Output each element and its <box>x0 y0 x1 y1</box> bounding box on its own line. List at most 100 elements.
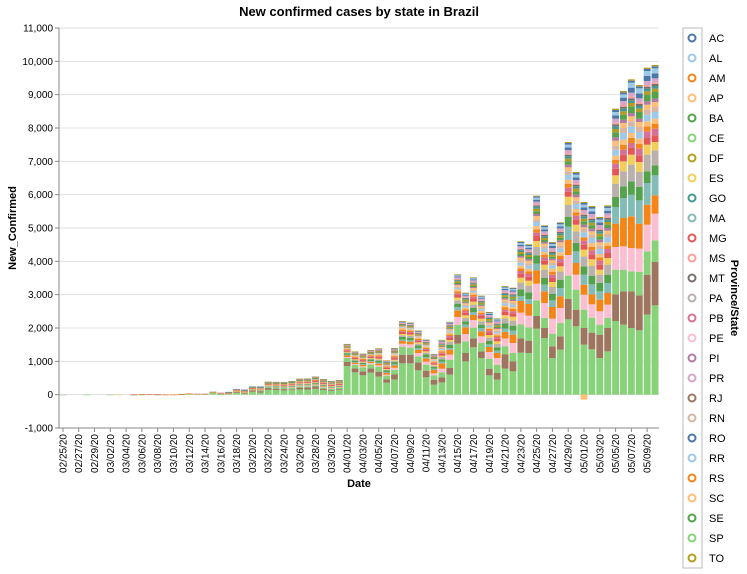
bar-segment-pb <box>485 330 493 333</box>
bar-segment-go <box>651 86 659 89</box>
bar-segment-rs <box>627 138 635 143</box>
x-tick-label: 04/07/20 <box>390 434 401 473</box>
bar-segment-al <box>477 309 485 311</box>
bar-segment-pb <box>651 128 659 136</box>
bar-segment-am <box>375 363 383 366</box>
y-axis-title: New_Confirmed <box>7 186 19 270</box>
bar-segment-am <box>533 270 541 284</box>
bar-segment-al <box>422 345 430 347</box>
bar-segment-pe <box>351 364 359 365</box>
bar-segment-al <box>541 248 548 252</box>
bar-segment-se <box>564 161 572 165</box>
bar-segment-rs <box>572 212 580 216</box>
bar-segment-am <box>312 384 320 385</box>
bar-segment-pb <box>596 260 604 265</box>
bar-segment-al <box>327 383 335 385</box>
bar-segment-al <box>620 133 627 140</box>
bar-segment-ro <box>406 323 414 324</box>
bar-segment-go <box>596 231 604 234</box>
legend-label-sc: SC <box>709 493 724 505</box>
bar-segment-sc <box>612 155 620 160</box>
bar-segment-sp <box>556 349 564 395</box>
bar-segment-go <box>509 295 517 297</box>
bar-segment-ap <box>375 352 383 354</box>
bar-segment-ce <box>588 317 596 333</box>
bar-segment-rj <box>470 338 477 348</box>
bar-segment-am <box>612 223 620 247</box>
bar-segment-ac <box>517 242 525 243</box>
x-tick-label: 03/30/20 <box>327 434 338 473</box>
bar-segment-go <box>635 106 643 109</box>
bar-segment-rs <box>280 384 288 386</box>
bar-segment-to <box>359 353 367 355</box>
bar-segment-rs <box>304 381 312 383</box>
bar-segment-rj <box>343 362 351 366</box>
bar-segment-rr <box>596 219 604 223</box>
bar-segment-am <box>422 358 430 362</box>
bar-segment-to <box>509 287 517 289</box>
bar-segment-pr <box>643 81 651 85</box>
bar-segment-ce <box>398 347 406 355</box>
bar-segment-se <box>398 325 406 326</box>
bar-segment-rr <box>391 348 398 350</box>
bar-segment-pr <box>509 291 517 294</box>
bar-segment-to <box>541 225 548 226</box>
bar-segment-pe <box>635 248 643 272</box>
bar-segment-rn <box>485 324 493 326</box>
x-tick-label: 04/27/20 <box>548 434 559 473</box>
bar-segment-pa <box>643 154 651 172</box>
bar-segment-pi <box>564 164 572 168</box>
bar-segment-pe <box>375 365 383 367</box>
bar-segment-ma <box>327 387 335 388</box>
bar-segment-mt <box>635 104 643 106</box>
bar-segment-ms <box>485 316 493 318</box>
bar-segment-go <box>501 293 509 296</box>
bar-segment-pe <box>288 387 296 388</box>
bar-segment-pi <box>556 240 564 243</box>
bar-segment-rs <box>414 338 422 340</box>
bar-segment-ac <box>548 242 556 244</box>
bar-segment-go <box>588 220 596 223</box>
legend-box <box>682 27 703 569</box>
bar-segment-ma <box>446 348 454 350</box>
bar-segment-rs <box>351 356 359 358</box>
bar-segment-pa <box>556 271 564 280</box>
bar-segment-rs <box>272 384 280 385</box>
bar-segment-mg <box>406 332 414 335</box>
bar-segment-se <box>320 380 327 382</box>
bar-segment-mg <box>327 385 335 386</box>
bar-segment-ms <box>627 96 635 99</box>
legend-symbol-df <box>687 153 697 163</box>
bar-segment-ma <box>596 291 604 300</box>
bar-segment-rn <box>343 347 351 349</box>
bar-segment-pb <box>312 380 320 382</box>
bar-segment-es <box>264 385 272 386</box>
gridlines <box>59 27 659 429</box>
bar-segment-pr <box>446 323 454 325</box>
bar-segment-es <box>225 393 233 394</box>
bar-segment-ac <box>651 66 659 69</box>
bar-segment-ba <box>572 243 580 252</box>
bar-segment-pe <box>533 283 541 301</box>
bar-segment-ac <box>627 80 635 83</box>
bar-segment-mg <box>572 219 580 225</box>
x-tick-label: 03/12/20 <box>185 434 196 473</box>
bar-segment-al <box>462 306 470 308</box>
bar-segment-ac <box>477 296 485 297</box>
bar-segment-es <box>398 334 406 336</box>
bar-segment-rj <box>406 354 414 364</box>
bar-segment-ma <box>643 183 651 205</box>
bar-segment-pi <box>454 284 462 285</box>
bar-segment-rj <box>233 391 241 393</box>
legend-label-ap: AP <box>709 93 724 105</box>
bar-segment-df <box>406 325 414 327</box>
bar-segment-pr <box>422 340 430 342</box>
bar-segment-rr <box>501 287 509 289</box>
bar-segment-es <box>627 154 635 165</box>
bar-segment-sc <box>406 329 414 331</box>
x-axis-title: Date <box>347 478 371 490</box>
legend-label-ma: MA <box>709 213 726 225</box>
bar-segment-to <box>312 376 320 378</box>
bar-segment-sc <box>525 268 533 272</box>
x-tick-label: 03/18/20 <box>232 434 243 473</box>
